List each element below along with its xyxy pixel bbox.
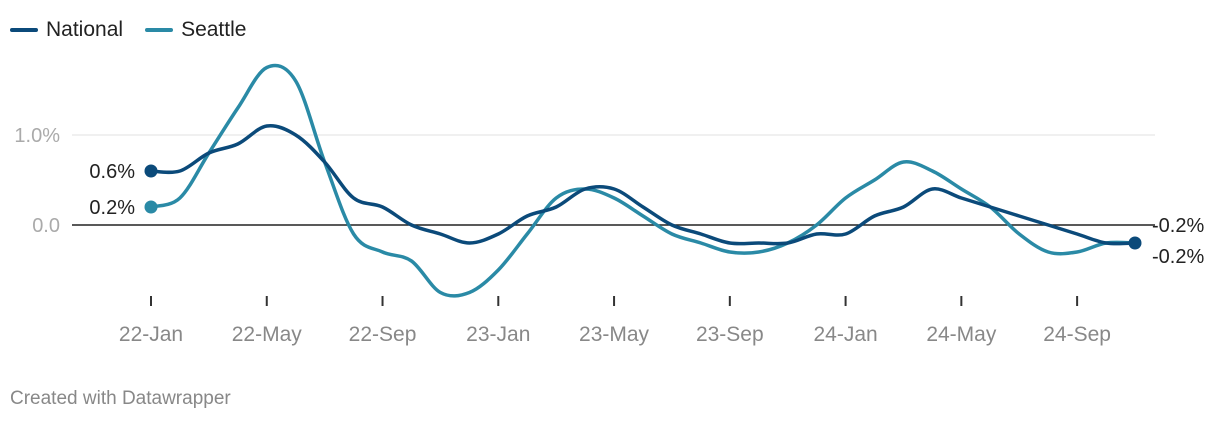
x-tick-label: 24-Jan: [813, 323, 877, 346]
end-value-label-national: -0.2%: [1152, 215, 1204, 237]
x-tick-label: 23-May: [579, 323, 650, 346]
series-lines: [149, 63, 1137, 298]
y-axis: 1.0% 0.0: [14, 125, 60, 237]
series-markers: 0.6% -0.2% 0.2% -0.2%: [89, 161, 1204, 268]
end-value-label-seattle: -0.2%: [1152, 246, 1204, 268]
x-tick-label: 23-Sep: [696, 323, 764, 346]
x-tick-label: 22-Jan: [119, 323, 183, 346]
start-value-label-seattle: 0.2%: [89, 197, 135, 219]
start-marker-seattle: [144, 200, 158, 214]
x-tick-label: 24-Sep: [1043, 323, 1111, 346]
x-tick-label: 22-Sep: [349, 323, 417, 346]
legend: National Seattle: [10, 14, 246, 46]
x-tick-label: 22-May: [232, 323, 303, 346]
legend-label-national: National: [46, 18, 124, 41]
credit-text: Created with Datawrapper: [10, 388, 231, 409]
series-line-national: [149, 123, 1137, 246]
start-marker-national: [144, 164, 158, 178]
legend-swatch-seattle: [145, 28, 174, 32]
y-tick-label: 1.0%: [14, 125, 60, 147]
x-tick-label: 23-Jan: [466, 323, 530, 346]
end-marker-national: [1128, 236, 1142, 250]
legend-item-seattle: Seattle: [145, 18, 246, 42]
legend-item-national: National: [10, 18, 123, 42]
gridlines: [72, 134, 1155, 226]
x-axis: 22-Jan 22-May 22-Sep 23-Jan 23-May 23-Sep 24-J…: [119, 296, 1111, 346]
line-chart: 1.0% 0.0 22-Jan 22-May 22-Sep 23-Jan 23-May 23…: [14, 63, 1204, 346]
y-tick-label: 0.0: [32, 215, 60, 237]
start-value-label-national: 0.6%: [89, 161, 135, 183]
legend-label-seattle: Seattle: [181, 18, 247, 41]
x-tick-label: 24-May: [926, 323, 997, 346]
series-line-seattle: [149, 63, 1137, 298]
legend-swatch-national: [10, 28, 38, 32]
